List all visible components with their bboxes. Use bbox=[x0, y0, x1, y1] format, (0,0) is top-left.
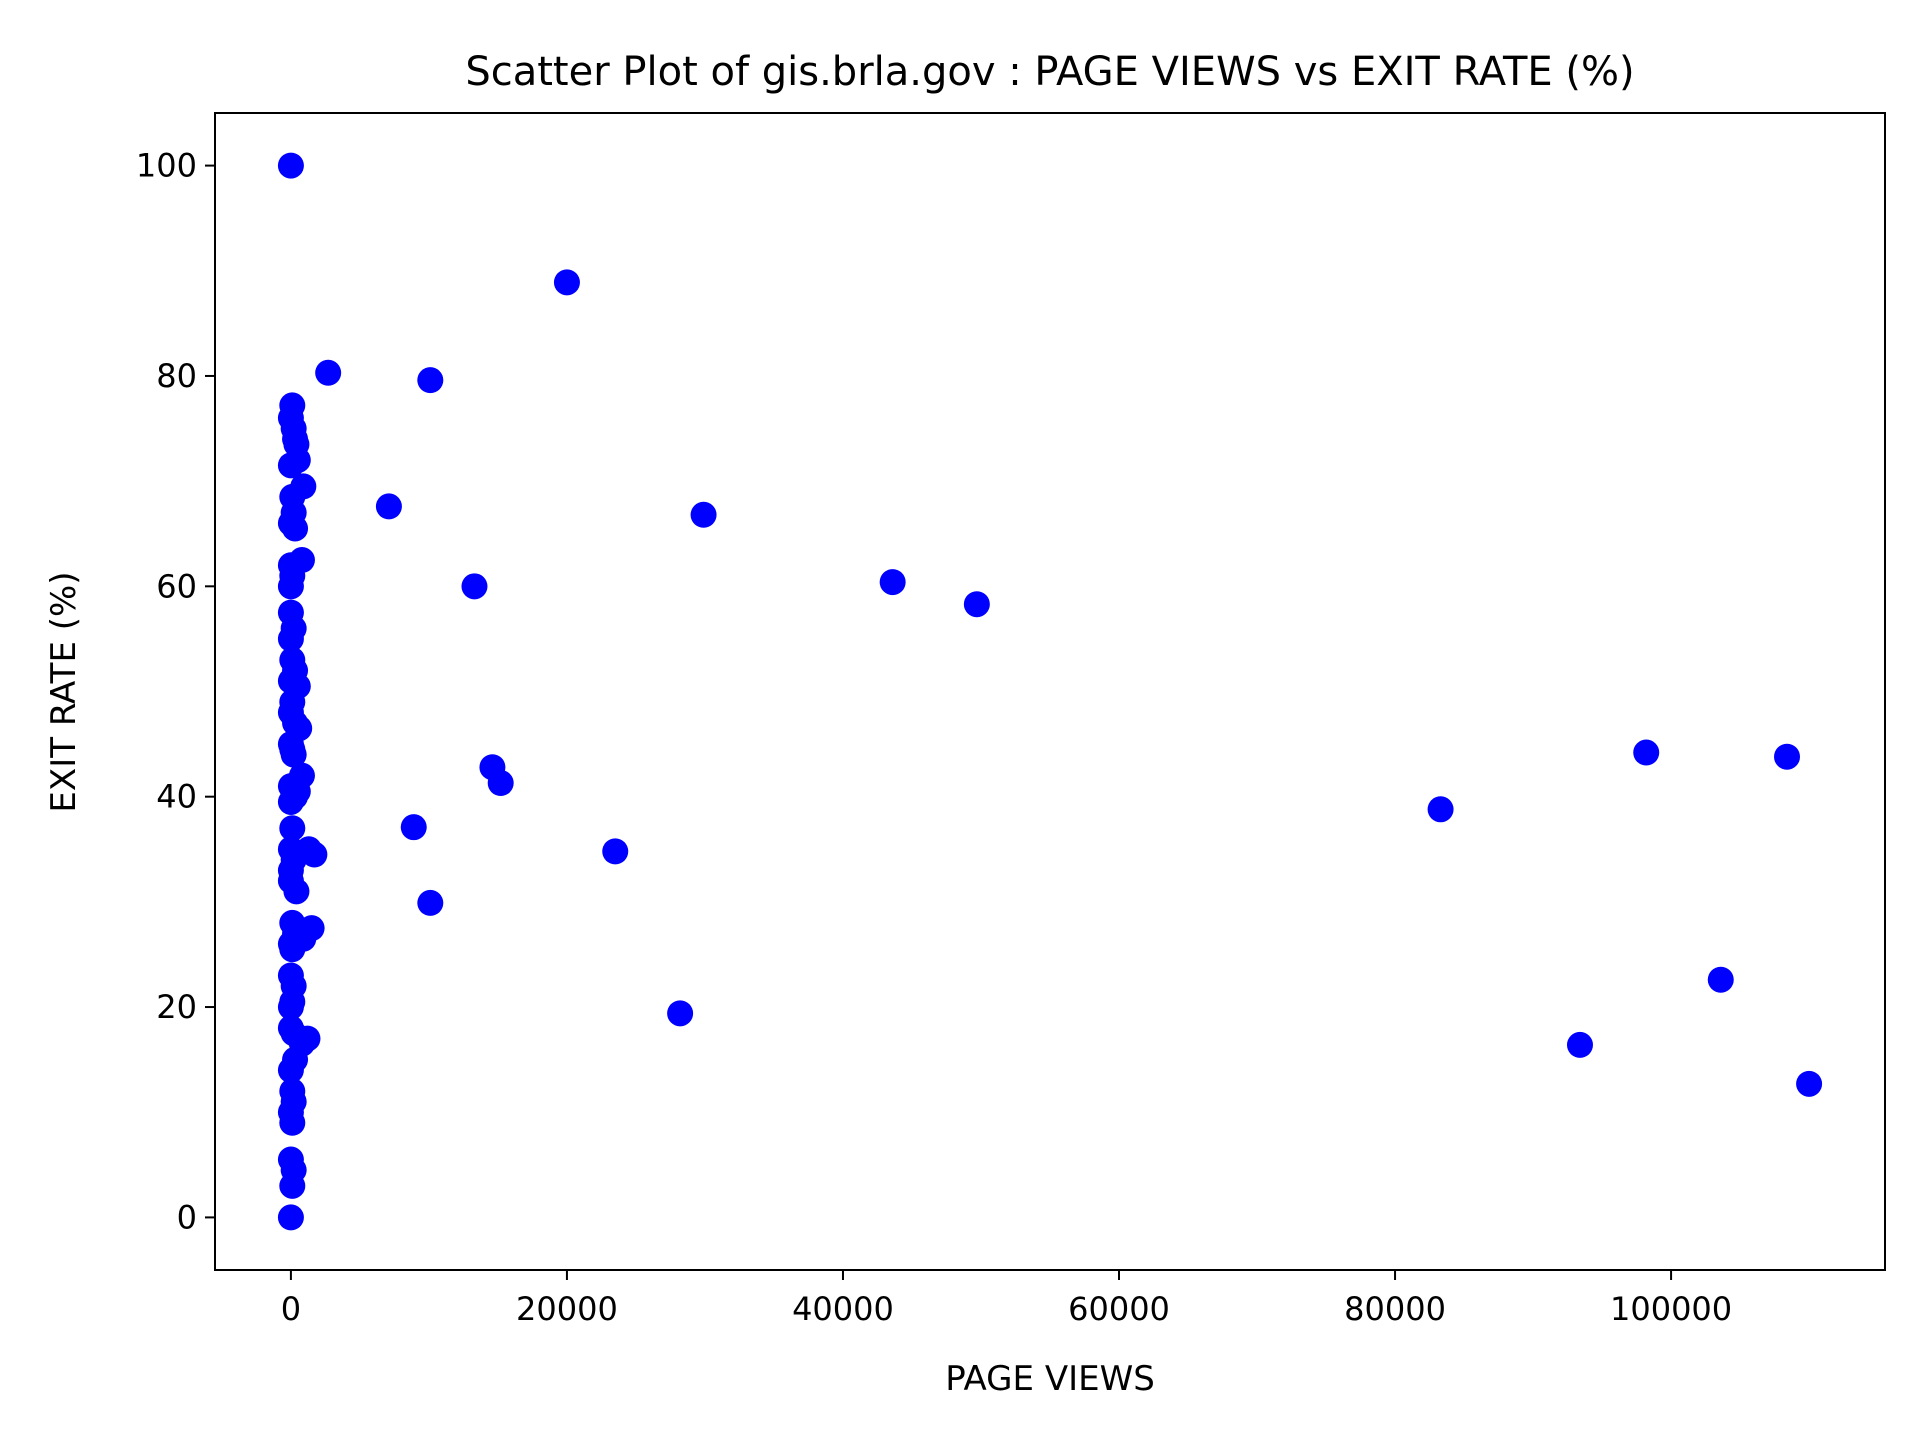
data-point bbox=[690, 501, 717, 528]
data-point bbox=[279, 392, 306, 419]
data-point bbox=[553, 269, 580, 296]
y-tick-label: 100 bbox=[136, 147, 197, 185]
y-tick-label: 20 bbox=[156, 988, 197, 1026]
data-point bbox=[602, 838, 629, 865]
chart-title: Scatter Plot of gis.brla.gov : PAGE VIEW… bbox=[465, 49, 1634, 95]
data-point bbox=[277, 152, 304, 179]
data-point bbox=[277, 1204, 304, 1231]
data-point bbox=[301, 841, 328, 868]
data-point bbox=[279, 1109, 306, 1136]
data-point bbox=[1707, 966, 1734, 993]
data-point bbox=[280, 1020, 307, 1047]
data-point bbox=[277, 452, 304, 479]
data-point bbox=[375, 493, 402, 520]
x-tick-label: 0 bbox=[281, 1290, 301, 1328]
data-point bbox=[279, 815, 306, 842]
x-tick-label: 80000 bbox=[1344, 1290, 1446, 1328]
data-point bbox=[279, 1172, 306, 1199]
plot-frame bbox=[214, 112, 1886, 1271]
data-point bbox=[667, 1000, 694, 1027]
data-point bbox=[277, 1057, 304, 1084]
y-axis-ticks: 0 20 40 60 80 100 bbox=[136, 147, 215, 1236]
data-point bbox=[277, 625, 304, 652]
data-point bbox=[282, 920, 309, 947]
data-point bbox=[1566, 1031, 1593, 1058]
x-tick-label: 100000 bbox=[1610, 1290, 1732, 1328]
data-point bbox=[879, 569, 906, 596]
data-point bbox=[277, 867, 304, 894]
y-tick-label: 40 bbox=[156, 778, 197, 816]
data-point bbox=[1633, 739, 1660, 766]
data-point bbox=[400, 814, 427, 841]
data-point bbox=[277, 667, 304, 694]
x-tick-label: 60000 bbox=[1068, 1290, 1170, 1328]
data-point bbox=[277, 788, 304, 815]
data-point bbox=[282, 515, 309, 542]
data-point bbox=[290, 473, 317, 500]
y-tick-label: 80 bbox=[156, 357, 197, 395]
data-point bbox=[280, 741, 307, 768]
y-tick-label: 60 bbox=[156, 567, 197, 605]
data-point bbox=[487, 770, 514, 797]
data-points bbox=[277, 152, 1823, 1231]
x-axis-ticks: 0 20000 40000 60000 80000 100000 bbox=[281, 1270, 1732, 1328]
data-point bbox=[417, 889, 444, 916]
y-axis-label: EXIT RATE (%) bbox=[44, 571, 84, 812]
y-tick-label: 0 bbox=[177, 1198, 197, 1236]
data-point bbox=[315, 359, 342, 386]
data-point bbox=[279, 562, 306, 589]
data-point bbox=[279, 988, 306, 1015]
data-point bbox=[417, 367, 444, 394]
data-point bbox=[1774, 743, 1801, 770]
data-point bbox=[1427, 796, 1454, 823]
x-axis-label: PAGE VIEWS bbox=[945, 1359, 1155, 1399]
x-tick-label: 20000 bbox=[516, 1290, 618, 1328]
data-point bbox=[963, 591, 990, 618]
data-point bbox=[1796, 1070, 1823, 1097]
data-point bbox=[461, 573, 488, 600]
x-tick-label: 40000 bbox=[792, 1290, 894, 1328]
